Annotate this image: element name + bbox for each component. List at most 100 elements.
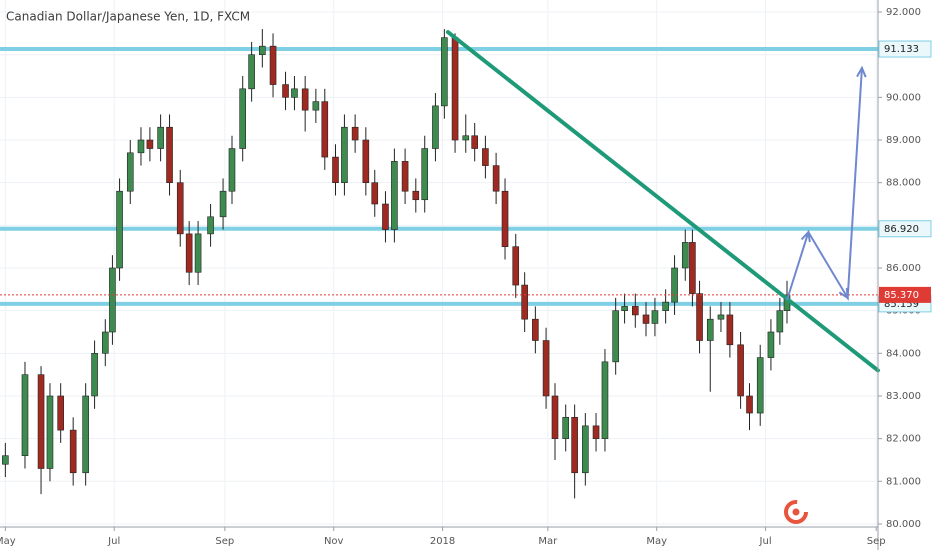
candle-body — [371, 182, 379, 205]
x-tick-label: Sep — [215, 536, 234, 547]
candle-body — [2, 455, 9, 465]
candle-body — [57, 395, 64, 431]
x-tick-label: Nov — [324, 536, 344, 547]
candle-body — [301, 88, 309, 111]
candle-body — [362, 139, 370, 183]
x-tick-label: Sep — [867, 536, 886, 547]
y-tick-label: 82.000 — [886, 434, 921, 445]
y-tick-label: 83.000 — [886, 391, 921, 402]
y-tick-label: 89.000 — [886, 135, 921, 146]
candle-body — [582, 425, 589, 474]
y-tick-label: 88.000 — [886, 178, 921, 189]
candle-body — [101, 331, 109, 354]
candle-body — [239, 88, 246, 149]
candle-body — [746, 395, 753, 414]
candle-body — [166, 126, 173, 183]
candle-body — [116, 190, 123, 269]
x-tick-label: Jul — [759, 536, 772, 547]
candle-body — [146, 139, 154, 149]
candle-body — [321, 101, 329, 158]
last-price-box — [879, 286, 931, 303]
candle-body — [462, 135, 470, 141]
candle-body — [412, 190, 420, 201]
candle-body — [642, 314, 650, 324]
candle-body — [185, 233, 193, 273]
projection-arrowhead — [838, 287, 849, 300]
candle-body — [592, 425, 600, 439]
candle-body — [542, 340, 550, 397]
y-tick-label: 84.000 — [886, 348, 921, 359]
candle-body — [562, 417, 570, 439]
plot-layer — [0, 29, 880, 499]
y-tick-label: 81.000 — [886, 476, 921, 487]
candle-body — [157, 126, 164, 149]
candle-body — [248, 54, 255, 90]
grid-layer — [0, 0, 878, 527]
x-tick-label: Jul — [107, 536, 120, 547]
candle-body — [651, 310, 659, 324]
candle-body — [341, 126, 348, 183]
candle-body — [126, 152, 134, 192]
candle-body — [532, 318, 539, 341]
level-label-box — [878, 220, 932, 238]
candle-body — [228, 148, 236, 192]
candle-body — [551, 395, 559, 439]
candle-body — [696, 293, 703, 341]
candle-body — [176, 182, 184, 235]
candle-body — [671, 267, 678, 303]
x-tick-label: 2018 — [430, 536, 455, 547]
logo — [784, 500, 808, 524]
candle-body — [259, 45, 266, 55]
candle-body — [137, 139, 145, 154]
candle-body — [621, 306, 628, 311]
candle-body — [37, 374, 45, 469]
logo-dot — [792, 508, 800, 516]
candle-body — [421, 148, 429, 201]
level-label: 91.133 — [884, 44, 919, 55]
candle-body — [717, 314, 725, 320]
candle-body — [662, 301, 669, 311]
candle-body — [219, 190, 227, 218]
candle-body — [269, 45, 277, 85]
last-price-label: 85.370 — [884, 290, 919, 301]
candle-body — [207, 216, 214, 235]
candle-body — [767, 331, 775, 358]
candle-body — [109, 267, 116, 333]
level-label: 86.920 — [884, 224, 919, 235]
candle-body — [501, 190, 509, 247]
candle-body — [601, 361, 609, 439]
x-tick-label: May — [646, 536, 667, 547]
candle-body — [632, 306, 639, 316]
candle-body — [776, 310, 784, 333]
candle-body — [332, 156, 339, 183]
candle-body — [401, 161, 409, 192]
y-tick-label: 90.000 — [886, 92, 921, 103]
projection-arrowhead — [800, 229, 811, 243]
candle-body — [737, 344, 744, 397]
candle-body — [46, 395, 54, 469]
candle-body — [282, 84, 289, 98]
candle-body — [82, 395, 89, 474]
candle-body — [689, 242, 696, 294]
candle-body — [571, 417, 578, 474]
x-tick-label: May — [0, 536, 16, 547]
candle-body — [91, 353, 98, 397]
level-label: 85.159 — [884, 299, 919, 310]
candle-body — [432, 105, 439, 149]
candle-body — [681, 242, 689, 269]
candle-body — [492, 165, 500, 192]
chart-title: Canadian Dollar/Japanese Yen, 1D, FXCM — [6, 10, 250, 24]
x-tick-label: Mar — [538, 536, 558, 547]
projection-path — [786, 67, 863, 302]
candle-body — [194, 233, 202, 273]
level-label-box — [878, 40, 932, 58]
axis-layer: 80.00081.00082.00083.00084.00085.00086.0… — [0, 7, 932, 547]
candle-body — [69, 429, 77, 474]
candle-body — [291, 88, 298, 98]
candle-body — [312, 101, 320, 111]
candle-body — [756, 357, 764, 414]
candle-body — [391, 161, 398, 230]
